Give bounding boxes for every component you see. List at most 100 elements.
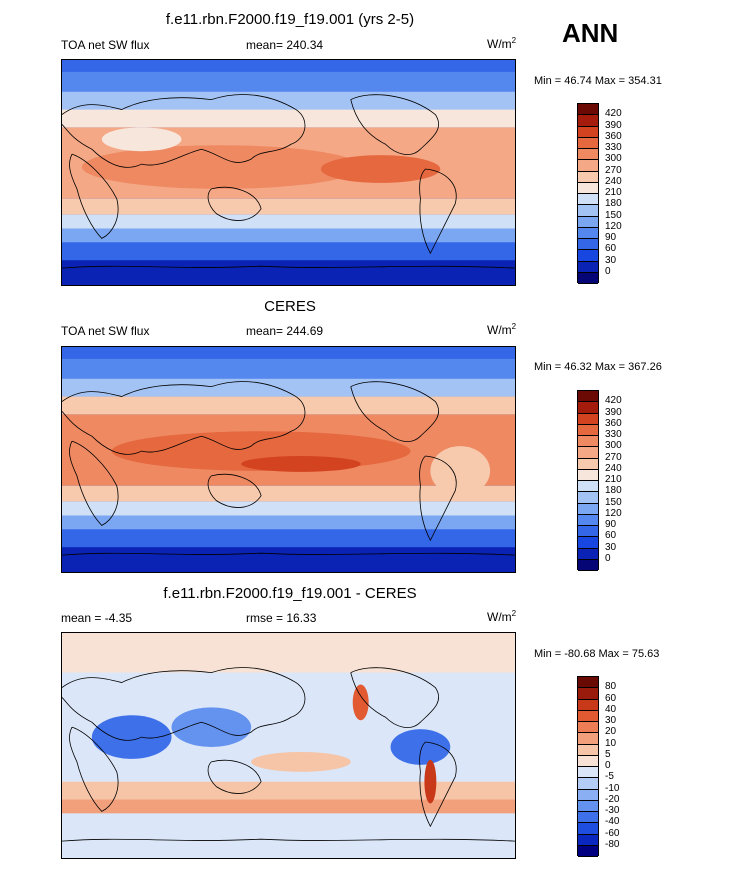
colorbar-tick-label: 0 <box>605 760 611 771</box>
panel1-title: f.e11.rbn.F2000.f19_f19.001 (yrs 2-5) <box>165 11 415 28</box>
colorbar-swatch <box>578 733 598 745</box>
colorbar-tick-label: 270 <box>605 164 622 176</box>
panel3-pos-anom <box>352 684 369 721</box>
panel2-units: W/m2 <box>487 322 516 337</box>
colorbar-swatch <box>578 250 598 262</box>
panel2-map <box>61 346 516 573</box>
panel2-coast-eurasia <box>62 381 306 455</box>
colorbar-swatch <box>578 514 598 526</box>
colorbar-swatch <box>578 744 598 756</box>
colorbar-swatch <box>578 216 598 228</box>
colorbar-tick-label: 20 <box>605 726 617 738</box>
panel1-cloud-patch <box>101 127 182 152</box>
panel1-band <box>62 109 515 128</box>
panel2-coast-australia <box>207 473 262 508</box>
colorbar-tick-label: 420 <box>605 108 622 120</box>
panel2-coast-samerica <box>419 455 457 542</box>
colorbar-swatch <box>578 261 598 273</box>
panel1-band-bottom <box>62 260 515 285</box>
colorbar-swatch <box>578 227 598 239</box>
colorbar-swatch <box>578 402 598 414</box>
colorbar-swatch <box>578 481 598 493</box>
panel1-coast-eurasia <box>62 94 306 168</box>
panel3-pos-anom <box>424 759 437 804</box>
colorbar-tick-label: 60 <box>605 530 617 542</box>
colorbar-swatch <box>578 503 598 515</box>
colorbar-swatch <box>578 469 598 481</box>
panel3-units-exp: 2 <box>511 609 517 618</box>
panel3-map <box>61 632 516 859</box>
colorbar-swatch <box>578 104 598 116</box>
colorbar-tick-label: 240 <box>605 175 622 187</box>
colorbar-tick-label: 390 <box>605 119 622 131</box>
colorbar-swatch <box>578 688 598 700</box>
panel1-coastlines <box>62 94 515 269</box>
colorbar-tick-label: 30 <box>605 541 617 553</box>
colorbar-swatch <box>578 767 598 779</box>
colorbar-swatch <box>578 548 598 560</box>
colorbar-swatch <box>578 526 598 538</box>
panel1-mean-label: mean= 240.34 <box>246 38 324 52</box>
colorbar-tick-label: 60 <box>605 692 617 704</box>
colorbar-tick-label: 5 <box>605 748 611 760</box>
panel1-warm-pool <box>81 145 361 189</box>
panel1-band <box>62 242 515 261</box>
colorbar-swatch <box>578 537 598 549</box>
colorbar-tick-label: 90 <box>605 232 617 243</box>
panel2-coast-namerica <box>350 381 440 443</box>
panel3-coast-africa <box>69 726 119 812</box>
colorbar-swatch <box>578 436 598 448</box>
colorbar-swatch <box>578 194 598 206</box>
colorbar-swatch <box>578 272 598 284</box>
panel3-units: W/m2 <box>487 609 516 624</box>
panel1-band <box>62 71 515 92</box>
colorbar-tick-label: 0 <box>605 552 611 564</box>
panel3-coast-samerica <box>419 741 457 828</box>
panel2-title: CERES <box>264 298 316 315</box>
panel1-left-label: TOA net SW flux <box>61 38 150 52</box>
panel3-coast-eurasia <box>62 667 306 741</box>
colorbar-tick-label: 30 <box>605 254 617 266</box>
panel2-minmax: Min = 46.32 Max = 367.26 <box>534 361 662 373</box>
panel3-band <box>62 633 515 673</box>
panel2-land-patch <box>430 446 491 496</box>
colorbar-tick-label: 10 <box>605 737 617 749</box>
panel2-band <box>62 378 515 397</box>
panel1-coast-samerica <box>419 168 457 255</box>
panel2-units-base: W/m <box>487 323 512 337</box>
panel1-map <box>61 59 516 286</box>
panel2-band <box>62 529 515 548</box>
colorbar-tick-label: 180 <box>605 485 622 497</box>
colorbar-tick-label: 360 <box>605 417 622 429</box>
colorbar-tick-label: 30 <box>605 715 617 726</box>
panel1-band <box>62 198 515 215</box>
colorbar-tick-label: -20 <box>605 793 620 805</box>
colorbar-swatch <box>578 182 598 194</box>
panel2-band <box>62 485 515 502</box>
colorbar-tick-label: 390 <box>605 406 622 418</box>
panel1-units-exp: 2 <box>511 36 517 45</box>
panel1-map-svg <box>62 60 515 285</box>
colorbar-tick-label: 180 <box>605 198 622 210</box>
colorbar-tick-label: 0 <box>605 265 611 277</box>
colorbar-tick-label: 150 <box>605 496 622 508</box>
colorbar-tick-label: 300 <box>605 440 622 452</box>
panel1-coast-antarctica <box>62 265 515 269</box>
panel3-band <box>62 813 515 834</box>
colorbar-swatch <box>578 205 598 217</box>
panel1-minmax: Min = 46.74 Max = 354.31 <box>534 75 662 87</box>
colorbar-swatch <box>578 171 598 183</box>
colorbar-tick-label: -40 <box>605 816 620 828</box>
panel3-left-label: mean = -4.35 <box>61 611 133 625</box>
panel3-neg-anom <box>171 707 252 747</box>
colorbar-swatch <box>578 755 598 767</box>
colorbar-tick-label: 120 <box>605 220 622 232</box>
panel3-units-base: W/m <box>487 610 512 624</box>
panel3-coast-antarctica <box>62 838 515 842</box>
colorbar-swatch <box>578 413 598 425</box>
panel2-warm-core <box>241 456 361 472</box>
colorbar-swatch <box>578 137 598 149</box>
colorbar-swatch <box>578 823 598 835</box>
colorbar-swatch <box>578 239 598 251</box>
colorbar-tick-label: 360 <box>605 130 622 142</box>
